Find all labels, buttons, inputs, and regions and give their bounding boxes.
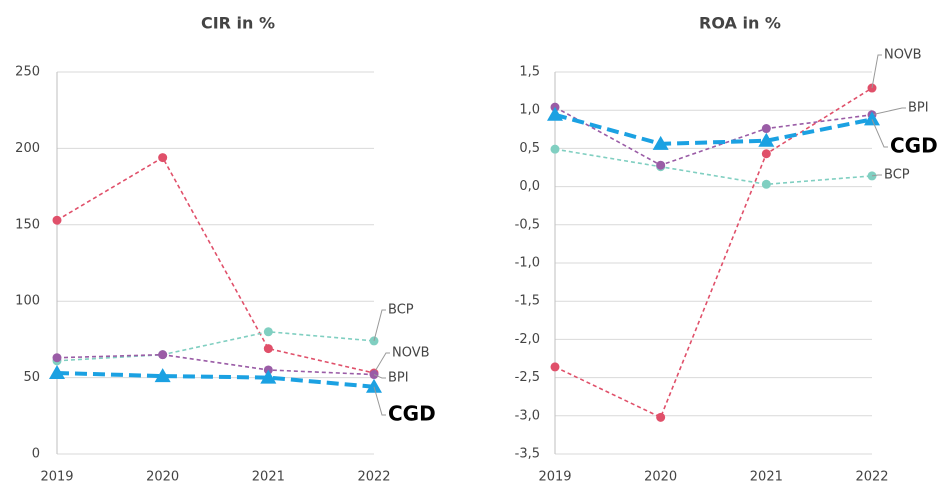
chart-title: ROA in % (699, 14, 781, 33)
y-tick-label: 0,5 (519, 141, 540, 156)
series-line (56, 156, 375, 374)
marker (158, 153, 168, 163)
y-tick-label: 250 (15, 65, 40, 80)
leader-line (871, 54, 882, 89)
marker (550, 362, 560, 372)
leader-line (871, 107, 906, 116)
x-tick-label: 2022 (357, 470, 390, 483)
marker (260, 369, 277, 384)
leader-line (373, 374, 386, 379)
x-tick-label: 2020 (644, 470, 677, 483)
x-tick-label: 2021 (252, 470, 285, 483)
y-tick-label: 0,0 (519, 179, 540, 194)
series-line (554, 148, 873, 186)
y-tick-label: -0,5 (515, 217, 540, 232)
series-line (56, 371, 375, 389)
series-line (554, 106, 873, 167)
leader-line (373, 352, 390, 374)
series-line (554, 112, 873, 146)
marker (263, 327, 273, 337)
leader-line (373, 386, 386, 416)
series-line (56, 330, 375, 362)
marker (49, 365, 65, 380)
marker (656, 160, 666, 170)
x-tick-label: 2020 (146, 470, 179, 483)
y-tick-label: -2,5 (515, 370, 540, 385)
x-tick-label: 2019 (40, 470, 73, 483)
y-tick-label: 1,0 (519, 103, 540, 118)
marker (366, 378, 382, 393)
marker (154, 368, 171, 383)
marker (652, 135, 669, 150)
series-label: NOVB (392, 346, 430, 361)
y-tick-label: 1,5 (519, 65, 540, 80)
marker (158, 350, 168, 360)
leader-line (871, 119, 888, 148)
marker (550, 144, 560, 154)
series-label: BPI (388, 371, 409, 386)
y-tick-label: 200 (15, 141, 40, 156)
y-tick-label: -3,0 (515, 408, 540, 423)
y-tick-label: -1,5 (515, 294, 540, 309)
leader-line (871, 174, 882, 177)
leader-line (373, 309, 386, 342)
marker (761, 149, 771, 159)
x-tick-label: 2022 (855, 470, 888, 483)
series-label: BCP (388, 303, 414, 318)
x-tick-label: 2019 (538, 470, 571, 483)
y-tick-label: 50 (23, 370, 40, 385)
marker (52, 215, 62, 225)
y-tick-label: 0 (32, 447, 40, 462)
marker (547, 106, 563, 121)
marker (864, 111, 880, 126)
y-tick-label: -1,0 (515, 256, 540, 271)
y-tick-label: -2,0 (515, 332, 540, 347)
x-tick-label: 2021 (750, 470, 783, 483)
y-tick-label: -3,5 (515, 447, 540, 462)
series-label: CGD (388, 402, 436, 426)
series-label: NOVB (884, 48, 922, 63)
marker (52, 353, 62, 363)
marker (761, 179, 771, 189)
series-label: BPI (908, 101, 929, 116)
chart-title: CIR in % (201, 14, 275, 33)
marker (758, 132, 775, 147)
y-tick-label: 100 (15, 294, 40, 309)
series-line (56, 353, 375, 376)
marker (761, 124, 771, 134)
series-label: BCP (884, 168, 910, 183)
marker (263, 344, 273, 354)
series-label: CGD (890, 134, 938, 158)
marker (656, 412, 666, 422)
y-tick-label: 150 (15, 217, 40, 232)
series-line (554, 87, 873, 419)
